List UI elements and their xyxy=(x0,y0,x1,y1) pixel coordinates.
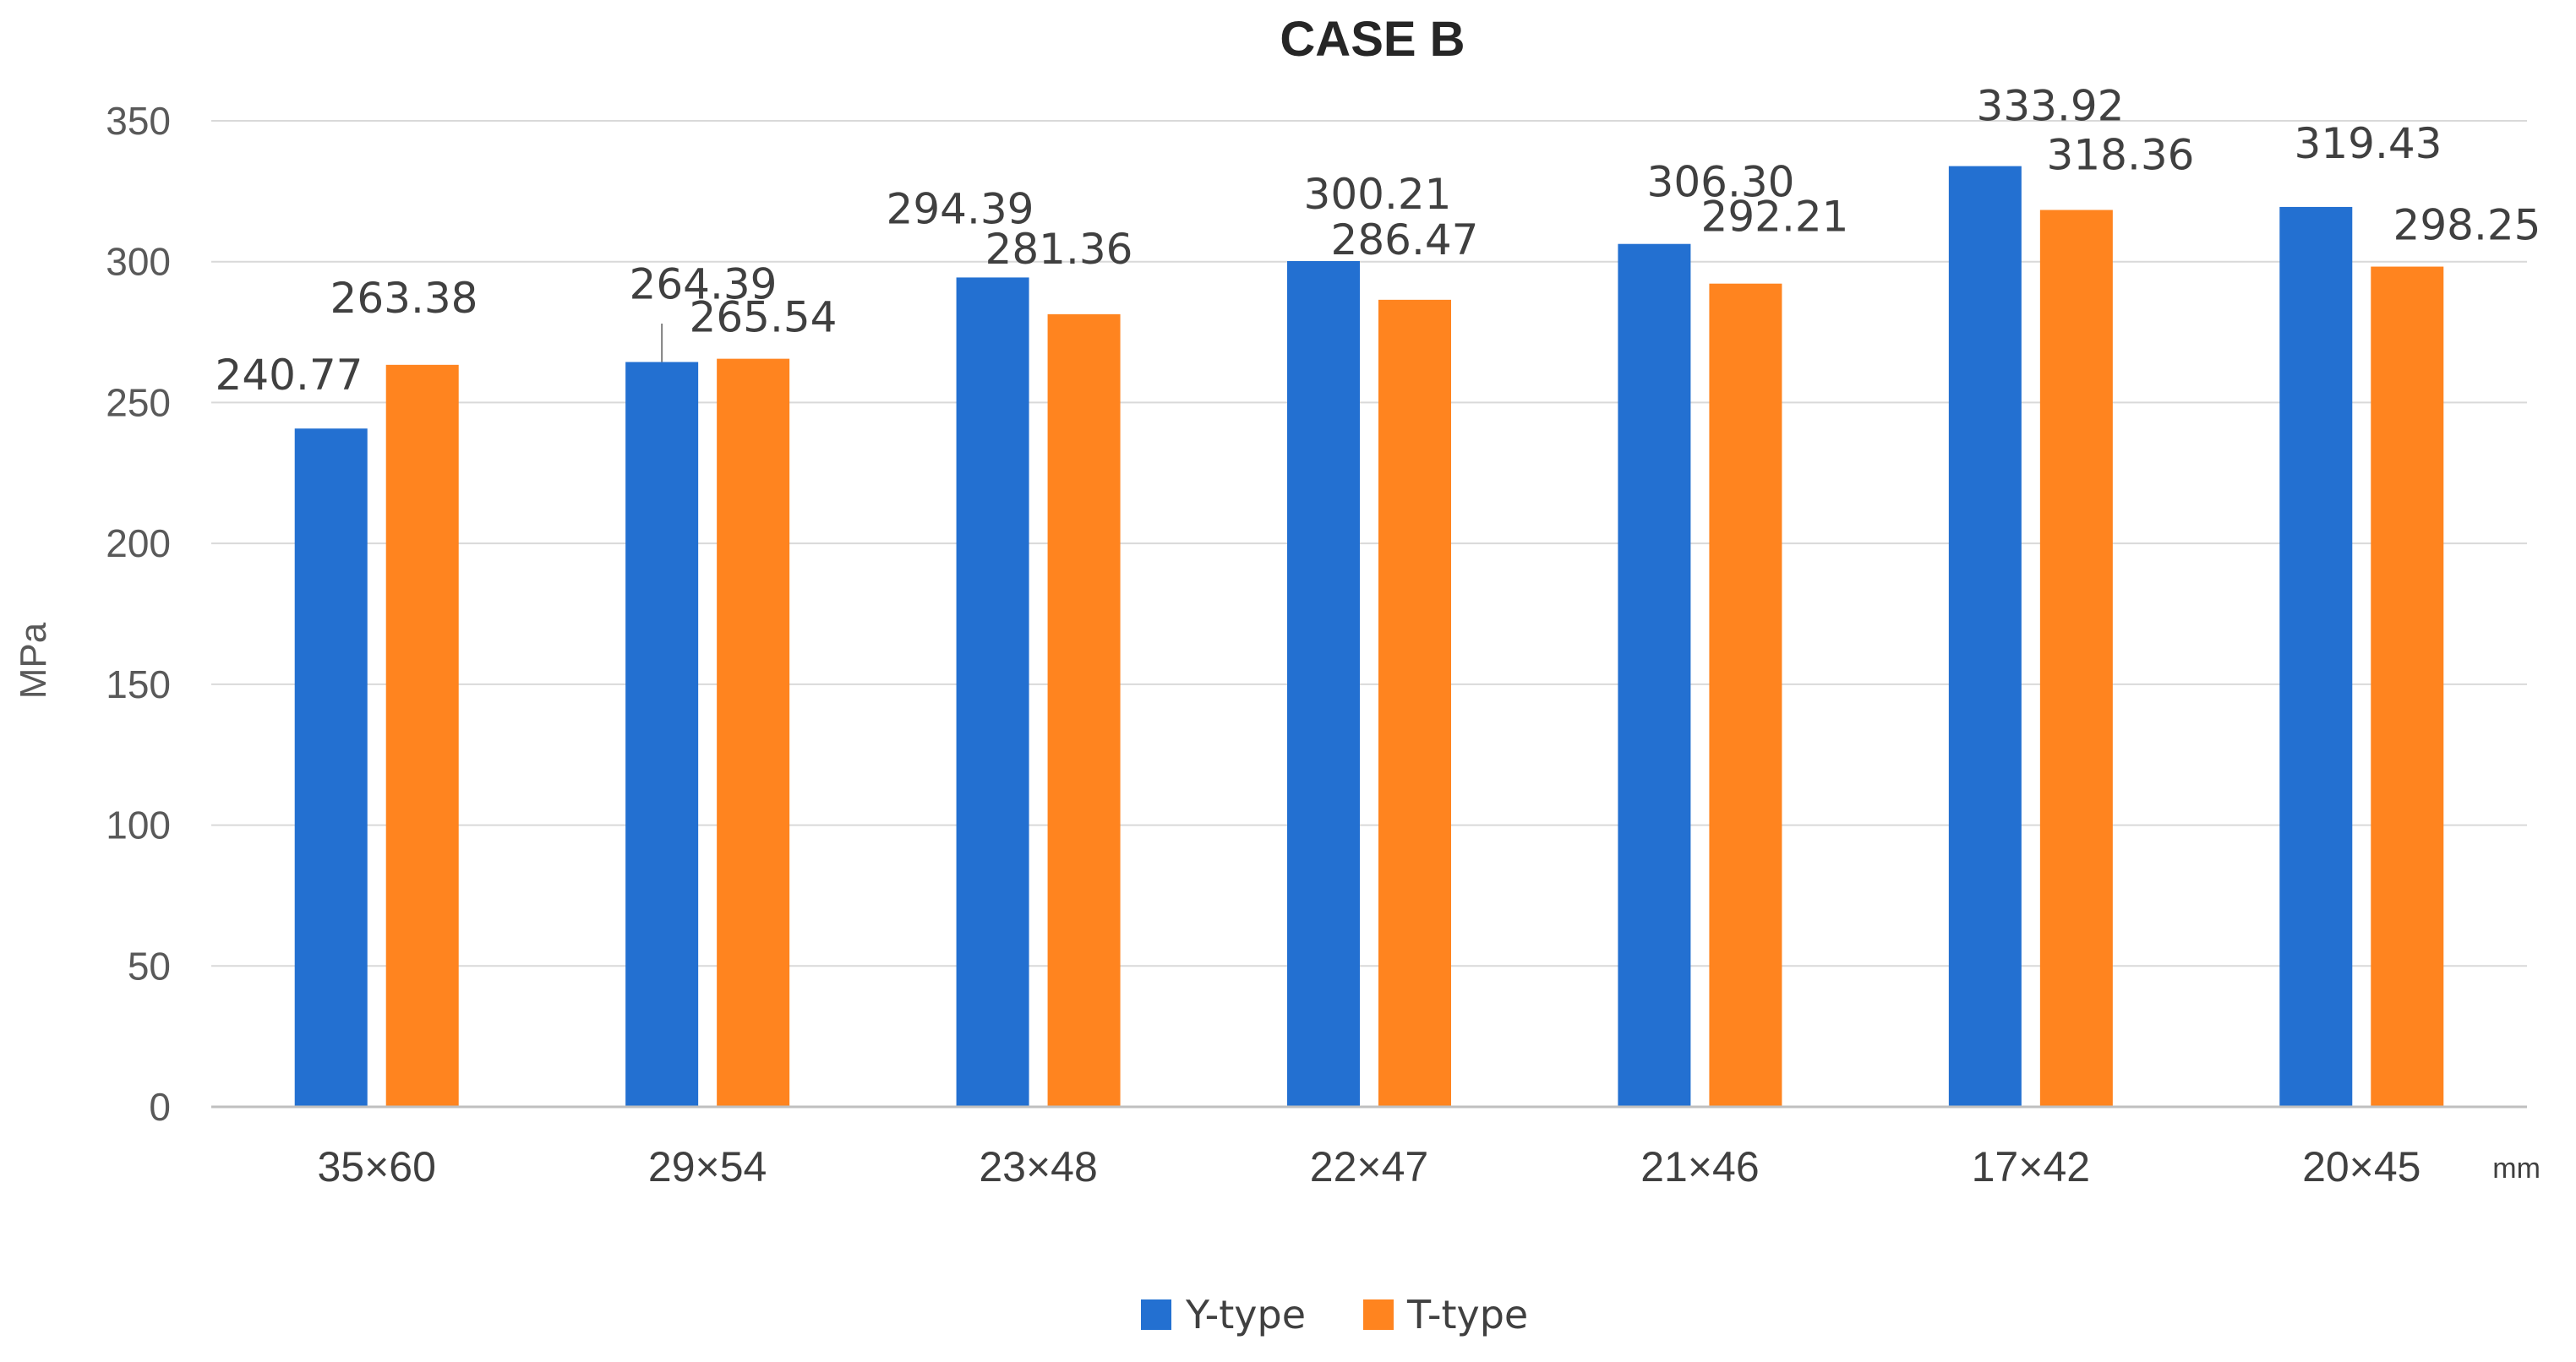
legend-label-y-type: Y-type xyxy=(1185,1292,1306,1337)
x-category-label: 22×47 xyxy=(1310,1143,1428,1190)
bar-y-type-6 xyxy=(1948,166,2022,1107)
bar-t-type-2 xyxy=(717,358,790,1107)
legend-swatch-t-type xyxy=(1363,1299,1394,1330)
data-label-t-type-7: 298.25 xyxy=(2393,201,2541,250)
y-tick-label: 200 xyxy=(106,521,171,565)
data-label-y-type-7: 319.43 xyxy=(2295,119,2442,168)
bar-t-type-5 xyxy=(1709,283,1782,1108)
data-label-y-type-4: 300.21 xyxy=(1304,170,1452,219)
bar-t-type-1 xyxy=(385,364,459,1108)
bar-y-type-5 xyxy=(1618,243,1691,1108)
data-label-y-type-6: 333.92 xyxy=(1977,82,2125,131)
y-tick-label: 350 xyxy=(106,99,171,143)
data-label-t-type-5: 292.21 xyxy=(1701,193,1849,242)
x-axis-categories: 35×60 29×54 23×48 22×47 21×46 17×42 20×45 xyxy=(317,1143,2420,1190)
x-category-label: 29×54 xyxy=(648,1143,767,1190)
gridlines xyxy=(211,120,2527,967)
x-axis-unit: mm xyxy=(2492,1152,2541,1185)
y-tick-label: 100 xyxy=(106,804,171,847)
x-category-label: 21×46 xyxy=(1640,1143,1759,1190)
y-tick-label: 150 xyxy=(106,662,171,706)
y-tick-label: 0 xyxy=(149,1085,171,1129)
bar-t-type-6 xyxy=(2039,210,2113,1107)
legend: Y-type T-type xyxy=(1141,1292,1528,1337)
bar-t-type-4 xyxy=(1378,299,1451,1108)
y-tick-label: 50 xyxy=(128,944,171,988)
data-label-y-type-5: 306.30 xyxy=(1647,158,1795,207)
x-category-label: 20×45 xyxy=(2302,1143,2420,1190)
legend-swatch-y-type xyxy=(1141,1299,1171,1330)
data-label-t-type-2: 265.54 xyxy=(690,293,838,342)
bar-y-type-1 xyxy=(294,428,368,1107)
y-axis-label: MPa xyxy=(13,622,54,699)
legend-label-t-type: T-type xyxy=(1406,1292,1528,1337)
data-label-y-type-1: 240.77 xyxy=(216,351,363,400)
bar-t-type-7 xyxy=(2371,266,2444,1107)
data-label-t-type-3: 281.36 xyxy=(985,225,1133,274)
x-category-label: 35×60 xyxy=(317,1143,435,1190)
data-label-y-type-3: 294.39 xyxy=(887,184,1034,233)
chart-title: CASE B xyxy=(1280,12,1465,67)
bars xyxy=(294,166,2444,1108)
y-tick-label: 300 xyxy=(106,240,171,284)
x-category-label: 17×42 xyxy=(1972,1143,2090,1190)
bar-y-type-3 xyxy=(956,277,1029,1107)
y-axis-ticks: 0 50 100 150 200 250 300 350 xyxy=(106,99,171,1129)
y-tick-label: 250 xyxy=(106,380,171,424)
data-label-y-type-2: 264.39 xyxy=(630,259,778,308)
bar-t-type-3 xyxy=(1047,313,1121,1107)
bar-y-type-7 xyxy=(2279,206,2353,1108)
data-label-t-type-6: 318.36 xyxy=(2047,130,2195,179)
data-label-t-type-4: 286.47 xyxy=(1331,215,1479,264)
bar-y-type-4 xyxy=(1287,261,1360,1107)
data-label-t-type-1: 263.38 xyxy=(330,274,478,323)
x-category-label: 23×48 xyxy=(979,1143,1097,1190)
bar-y-type-2 xyxy=(625,362,699,1107)
